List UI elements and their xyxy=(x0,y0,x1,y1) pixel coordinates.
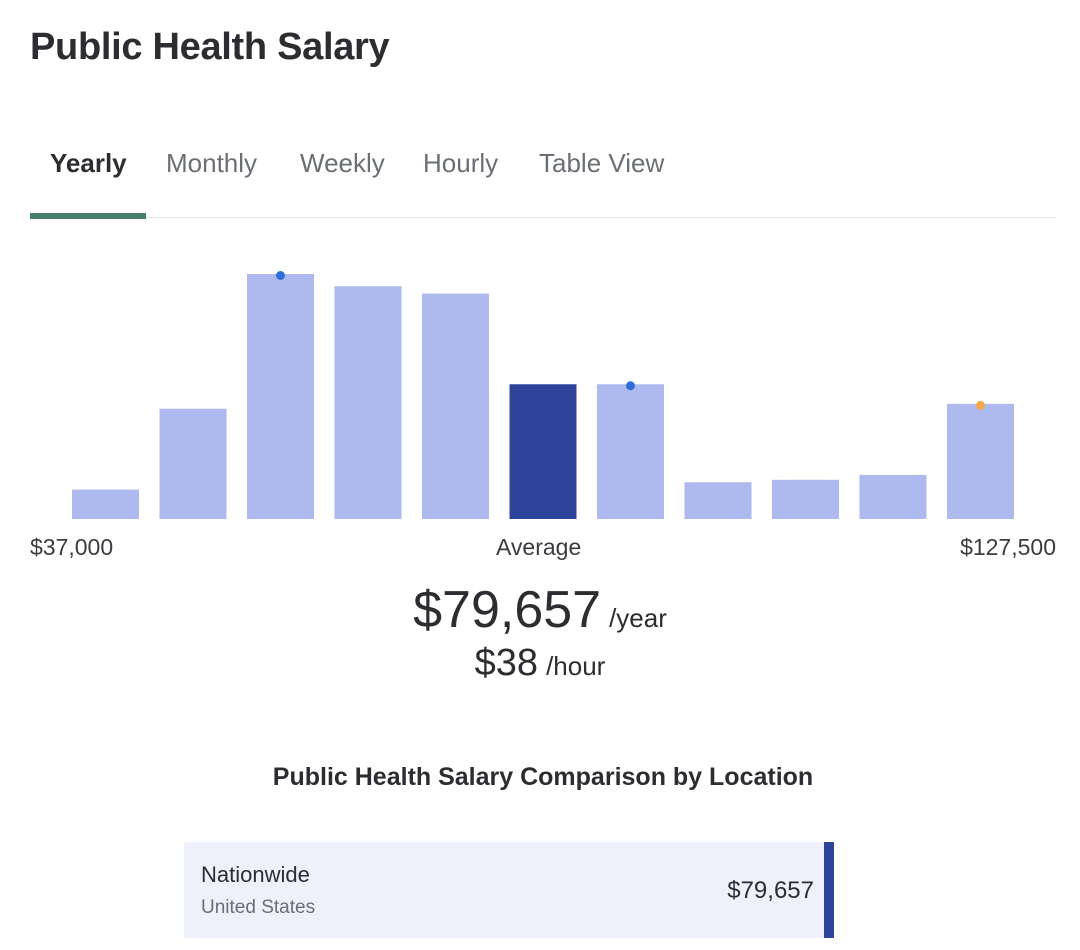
salary-period-tabs: Yearly Monthly Weekly Hourly Table View xyxy=(30,140,1056,219)
histogram-bar[interactable] xyxy=(597,384,664,519)
average-label: Average xyxy=(496,534,582,560)
histogram-bar[interactable] xyxy=(859,474,927,519)
histogram-bar[interactable] xyxy=(72,489,139,519)
hourly-unit: /hour xyxy=(546,651,606,681)
tab-monthly[interactable]: Monthly xyxy=(166,148,258,178)
bar-marker-dot xyxy=(276,271,285,280)
x-axis-min-label: $37,000 xyxy=(30,534,114,560)
average-hourly: $38/hour xyxy=(0,642,1080,685)
histogram-bar[interactable] xyxy=(159,408,227,519)
average-yearly: $79,657/year xyxy=(0,580,1080,640)
bar-marker-dot xyxy=(976,400,985,410)
tab-hourly[interactable]: Hourly xyxy=(423,148,499,178)
salary-distribution-chart xyxy=(72,271,1014,519)
active-tab-indicator xyxy=(30,212,146,219)
histogram-bar[interactable] xyxy=(422,293,489,519)
bar-marker-dot xyxy=(626,381,635,391)
histogram-bar[interactable] xyxy=(772,479,839,519)
histogram-bar[interactable] xyxy=(947,403,1014,519)
histogram-bar[interactable] xyxy=(247,274,314,519)
tab-yearly[interactable]: Yearly xyxy=(50,148,127,178)
location-value-bar xyxy=(824,842,834,938)
comparison-section-title: Public Health Salary Comparison by Locat… xyxy=(272,763,814,791)
location-value: $79,657 xyxy=(727,877,814,904)
x-axis-max-label: $127,500 xyxy=(960,534,1056,560)
location-name: Nationwide xyxy=(201,862,310,887)
location-sub: United States xyxy=(201,897,316,918)
average-bar[interactable] xyxy=(509,384,577,519)
histogram-bar[interactable] xyxy=(334,286,402,519)
average-yearly-value: $79,657 xyxy=(413,581,602,639)
tab-table-view[interactable]: Table View xyxy=(539,148,665,178)
histogram-bar[interactable] xyxy=(684,482,752,519)
yearly-unit: /year xyxy=(609,603,667,633)
page-title: Public Health Salary xyxy=(30,26,390,68)
average-hourly-value: $38 xyxy=(474,642,539,684)
location-row-nationwide[interactable]: Nationwide United States $79,657 xyxy=(184,842,834,938)
tab-weekly[interactable]: Weekly xyxy=(300,148,385,178)
